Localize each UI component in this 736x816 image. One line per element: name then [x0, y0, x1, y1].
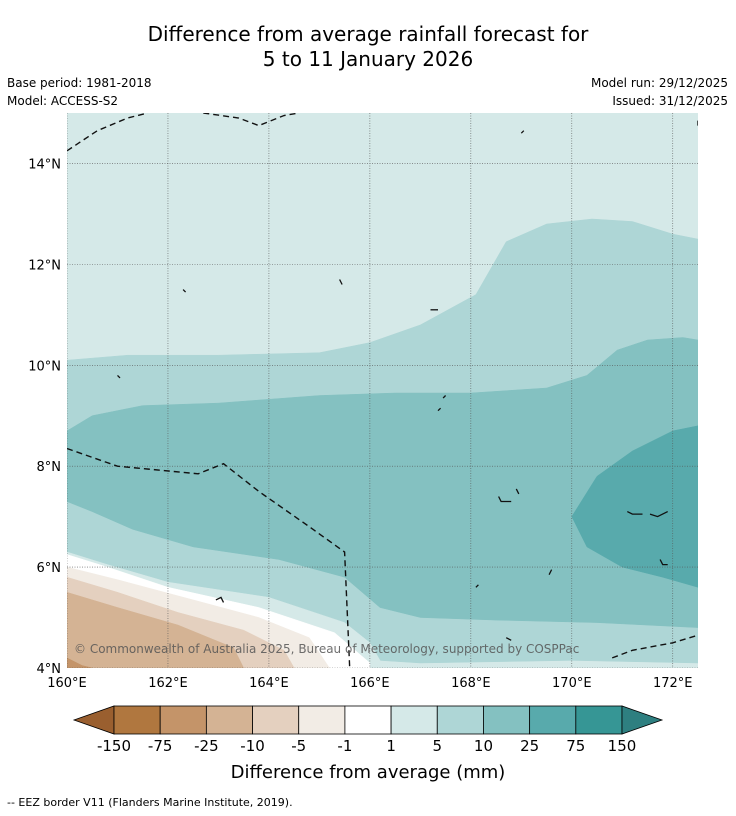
x-tick-label: 172°E: [653, 676, 693, 691]
copyright-watermark: © Commonwealth of Australia 2025, Bureau…: [74, 642, 579, 656]
colorbar-ticks: -150 -75 -25 -10 -5 -1 1 5 10 25 75 150: [97, 737, 636, 755]
colorbar-extend-high: [621, 705, 664, 735]
colorbar-bin: [298, 705, 346, 735]
island-coastline: [520, 130, 525, 134]
colorbar-bin: [252, 705, 300, 735]
contour-regions: [67, 113, 698, 668]
x-tick-label: 162°E: [148, 676, 188, 691]
island-coastline: [627, 511, 643, 515]
x-tick-label: 166°E: [350, 676, 390, 691]
eez-legend-note: -- EEZ border V11 (Flanders Marine Insti…: [7, 796, 293, 809]
colorbar-tick-label: -150: [97, 737, 131, 755]
colorbar-bin: [436, 705, 484, 735]
model-text: Model: ACCESS-S2: [7, 94, 119, 108]
contour-region-3: [571, 425, 698, 588]
colorbar-bin: [529, 705, 577, 735]
island-coastline: [215, 596, 225, 603]
y-tick-label: 8°N: [37, 460, 62, 475]
y-tick-label: 14°N: [28, 157, 61, 172]
colorbar-bin: [390, 705, 438, 735]
island-coastline: [117, 374, 121, 379]
colorbar-tick-label: -25: [194, 737, 219, 755]
rainfall-difference-map: © Commonwealth of Australia 2025, Bureau…: [28, 113, 698, 783]
eez-borders: [67, 113, 698, 668]
eez-border-line: [611, 634, 698, 659]
colorbar-bin: [483, 705, 531, 735]
island-coastline: [442, 395, 447, 399]
colorbar-bin: [205, 705, 253, 735]
contour-region-9: [67, 657, 93, 668]
contour-region-2: [67, 337, 698, 628]
island-coastline: [498, 496, 512, 503]
island-coastline: [475, 584, 479, 588]
y-tick-label: 12°N: [28, 258, 61, 273]
model-run-text: Model run: 29/12/2025: [590, 76, 728, 90]
colorbar: [72, 705, 664, 735]
colorbar-bin: [344, 705, 392, 735]
y-tick-label: 10°N: [28, 359, 61, 374]
island-coastline: [182, 289, 187, 293]
contour-region-8: [67, 592, 244, 668]
x-tick-label: 170°E: [552, 676, 592, 691]
colorbar-tick-label: 25: [520, 737, 539, 755]
colorbar-tick-label: -5: [291, 737, 306, 755]
graticule: [67, 113, 698, 668]
colorbar-label: Difference from average (mm): [231, 762, 506, 783]
colorbar-extend-low: [72, 705, 115, 735]
chart-title: Difference from average rainfall forecas…: [0, 22, 736, 72]
y-axis-ticks: 4°N 6°N 8°N 10°N 12°N 14°N: [28, 157, 61, 677]
island-coastline: [437, 407, 442, 412]
y-tick-label: 4°N: [37, 662, 62, 677]
x-tick-label: 168°E: [451, 676, 491, 691]
colorbar-tick-label: 5: [432, 737, 442, 755]
colorbar-tick-label: 1: [386, 737, 396, 755]
colorbar-tick-label: -75: [148, 737, 173, 755]
colorbar-tick-label: -10: [240, 737, 265, 755]
colorbar-bin: [159, 705, 207, 735]
colorbar-tick-label: 10: [474, 737, 493, 755]
colorbar-tick-label: -1: [337, 737, 352, 755]
eez-border-line: [203, 113, 300, 127]
colorbar-tick-label: 150: [608, 737, 637, 755]
colorbar-tick-label: 75: [566, 737, 585, 755]
issued-text: Issued: 31/12/2025: [612, 94, 728, 108]
islands: [117, 130, 668, 641]
island-coastline: [505, 637, 512, 641]
x-axis-ticks: 160°E 162°E 164°E 166°E 168°E 170°E 172°E: [47, 676, 692, 691]
x-tick-label: 160°E: [47, 676, 87, 691]
colorbar-bin: [575, 705, 623, 735]
island-coastline: [649, 511, 668, 518]
meta-left: Base period: 1981-2018 Model: ACCESS-S2: [7, 74, 152, 110]
eez-border-line: [67, 113, 148, 152]
island-coastline: [339, 279, 343, 285]
colorbar-bin: [113, 705, 161, 735]
y-tick-label: 6°N: [37, 561, 62, 576]
title-line-2: 5 to 11 January 2026: [262, 47, 474, 71]
island-coastline: [659, 559, 668, 566]
eez-legend-text: -- EEZ border V11 (Flanders Marine Insti…: [7, 796, 293, 809]
island-coastline: [548, 569, 553, 575]
base-period-text: Base period: 1981-2018: [7, 76, 152, 90]
eez-border-line: [67, 447, 351, 668]
title-line-1: Difference from average rainfall forecas…: [147, 22, 589, 46]
x-tick-label: 164°E: [249, 676, 289, 691]
island-coastline: [515, 488, 520, 495]
meta-right: Model run: 29/12/2025 Issued: 31/12/2025: [591, 74, 728, 110]
